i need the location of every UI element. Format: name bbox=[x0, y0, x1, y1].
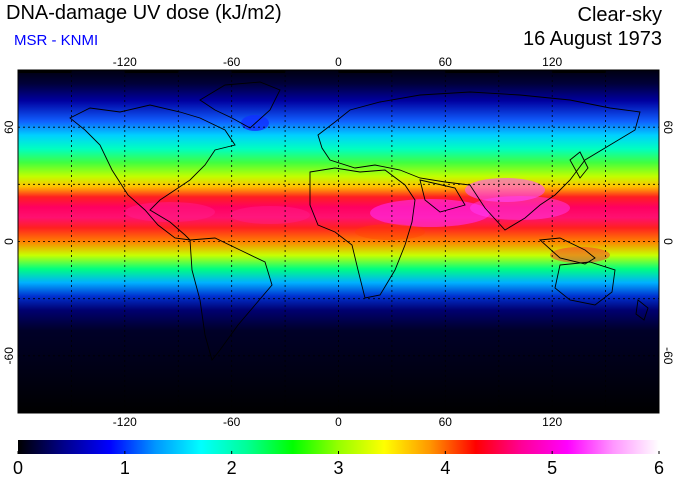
map-title: DNA-damage UV dose (kJ/m2) bbox=[6, 2, 282, 24]
colorbar-ticks bbox=[17, 451, 660, 454]
colorbar-tick-label: 3 bbox=[333, 458, 344, 478]
graticule bbox=[18, 70, 659, 413]
map-frame bbox=[17, 69, 660, 414]
lon-label-bottom: 0 bbox=[335, 415, 342, 429]
lon-label-bottom: -60 bbox=[223, 415, 241, 429]
colorbar-tick-label: 6 bbox=[653, 458, 665, 478]
lat-label-left: -60 bbox=[2, 347, 16, 365]
colorbar-tick-label: 2 bbox=[226, 458, 237, 478]
source-label: MSR - KNMI bbox=[14, 32, 99, 49]
lon-label-top: -120 bbox=[113, 55, 137, 69]
colorbar-tick-label: 4 bbox=[440, 458, 451, 478]
lat-label-right: -60 bbox=[661, 347, 675, 365]
lon-label-top: 0 bbox=[335, 55, 342, 69]
lat-label-right: 60 bbox=[661, 121, 675, 135]
sky-condition-label: Clear-sky bbox=[577, 4, 662, 26]
lon-label-bottom: 120 bbox=[542, 415, 562, 429]
colorbar bbox=[18, 440, 659, 454]
colorbar-tick-label: 0 bbox=[12, 458, 24, 478]
lon-label-top: 60 bbox=[439, 55, 453, 69]
colorbar-tick-label: 1 bbox=[119, 458, 130, 478]
lon-label-bottom: 60 bbox=[439, 415, 453, 429]
date-label: 16 August 1973 bbox=[522, 28, 662, 50]
lat-label-right: 0 bbox=[661, 238, 675, 245]
lon-label-top: 120 bbox=[542, 55, 562, 69]
lat-label-left: 60 bbox=[2, 120, 16, 134]
lon-label-bottom: -120 bbox=[113, 415, 137, 429]
lat-label-left: 0 bbox=[2, 238, 16, 245]
colorbar-tick-label: 5 bbox=[547, 458, 558, 478]
lon-label-top: -60 bbox=[223, 55, 241, 69]
